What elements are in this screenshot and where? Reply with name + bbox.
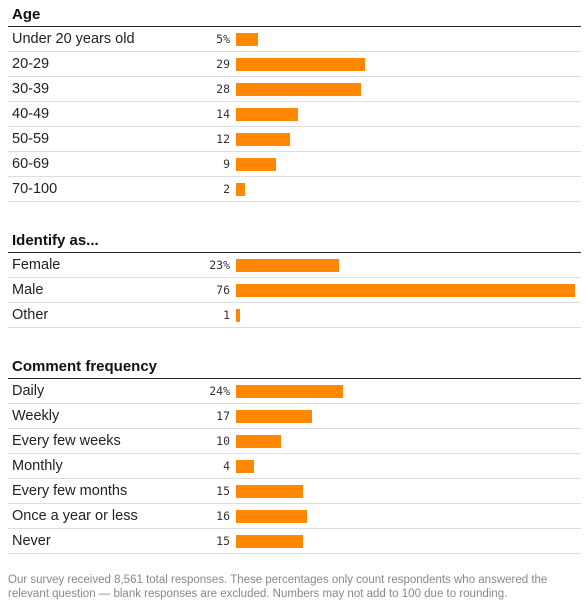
data-value-label: 12: [216, 132, 230, 146]
chart-row: Weekly 17: [8, 404, 581, 429]
category-label: Other: [12, 307, 49, 323]
category-label: Monthly: [12, 458, 63, 474]
bar-comment-frequency-every-few-weeks: [236, 435, 281, 448]
chart-row: Male 76: [8, 278, 581, 303]
category-label: 20-29: [12, 56, 50, 72]
data-value-label: 1: [223, 308, 230, 322]
category-label: Once a year or less: [12, 508, 138, 524]
section-title-identify-as: Identify as...: [12, 232, 99, 249]
category-label: Female: [12, 257, 61, 273]
category-label: 70-100: [12, 181, 58, 197]
data-value-label: 24%: [209, 384, 230, 398]
category-label: Under 20 years old: [12, 31, 135, 47]
chart-row: 30-39 28: [8, 77, 581, 102]
chart-row: 70-100 2: [8, 177, 581, 202]
data-value-label: 4: [223, 459, 230, 473]
chart-row: Never 15: [8, 529, 581, 554]
chart-row: Daily 24%: [8, 379, 581, 404]
data-value-label: 17: [216, 409, 230, 423]
bar-comment-frequency-daily: [236, 385, 344, 398]
category-label: Weekly: [12, 408, 60, 424]
data-value-label: 23%: [209, 258, 230, 272]
chart-row: 60-69 9: [8, 152, 581, 177]
section-rule: [8, 252, 581, 253]
category-label: Daily: [12, 383, 45, 399]
category-label: Male: [12, 282, 44, 298]
bar-comment-frequency-never: [236, 535, 303, 548]
data-value-label: 28: [216, 82, 230, 96]
data-value-label: 2: [223, 182, 230, 196]
section-rule: [8, 26, 581, 27]
category-label: 30-39: [12, 81, 50, 97]
chart-row: Other 1: [8, 303, 581, 328]
chart-row: 20-29 29: [8, 52, 581, 77]
bar-age-70-100: [236, 183, 245, 196]
data-value-label: 76: [216, 283, 230, 297]
data-value-label: 16: [216, 509, 230, 523]
section-title-age: Age: [12, 6, 41, 23]
category-label: 60-69: [12, 156, 50, 172]
data-value-label: 15: [216, 484, 230, 498]
category-label: Every few weeks: [12, 433, 121, 449]
data-value-label: 10: [216, 434, 230, 448]
chart-row: 50-59 12: [8, 127, 581, 152]
bar-age-40-49: [236, 108, 299, 121]
category-label: 50-59: [12, 131, 50, 147]
bar-comment-frequency-monthly: [236, 460, 254, 473]
bar-age-50-59: [236, 133, 290, 146]
section-title-comment-frequency: Comment frequency: [12, 358, 158, 375]
bar-comment-frequency-once-a-year-or-less: [236, 510, 308, 523]
data-value-label: 14: [216, 107, 230, 121]
data-value-label: 15: [216, 534, 230, 548]
chart-row: Every few weeks 10: [8, 429, 581, 454]
chart-row: 40-49 14: [8, 102, 581, 127]
bar-age-60-69: [236, 158, 277, 171]
bar-identify-as-female: [236, 259, 339, 272]
bar-comment-frequency-every-few-months: [236, 485, 303, 498]
bar-age-under-20-years-old: [236, 33, 259, 46]
bar-age-20-29: [236, 58, 366, 71]
chart-row: Female 23%: [8, 253, 581, 278]
data-value-label: 5%: [216, 32, 230, 46]
bar-identify-as-other: [236, 309, 241, 322]
data-value-label: 29: [216, 57, 230, 71]
category-label: 40-49: [12, 106, 50, 122]
data-value-label: 9: [223, 157, 230, 171]
chart-row: Monthly 4: [8, 454, 581, 479]
bar-identify-as-male: [236, 284, 575, 297]
category-label: Never: [12, 533, 51, 549]
chart-row: Once a year or less 16: [8, 504, 581, 529]
category-label: Every few months: [12, 483, 128, 499]
survey-footnote: Our survey received 8,561 total response…: [8, 574, 548, 600]
chart-row: Every few months 15: [8, 479, 581, 504]
section-rule: [8, 378, 581, 379]
bar-comment-frequency-weekly: [236, 410, 312, 423]
bar-age-30-39: [236, 83, 361, 96]
chart-row: Under 20 years old 5%: [8, 27, 581, 52]
